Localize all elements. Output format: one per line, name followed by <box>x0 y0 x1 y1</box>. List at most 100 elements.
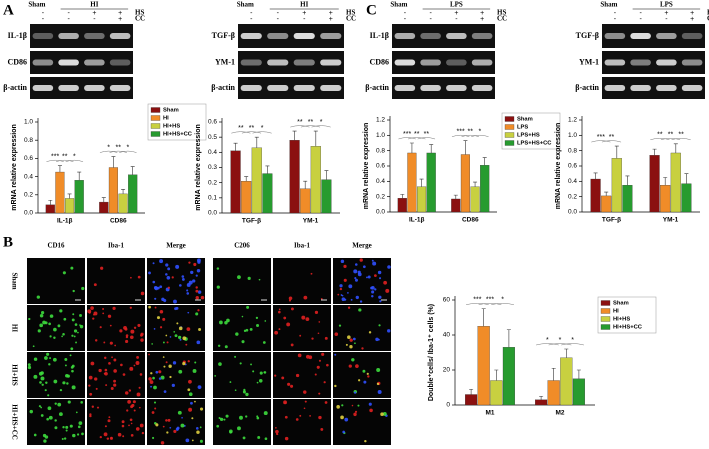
cell <box>196 430 200 434</box>
legend-label: Sham <box>163 108 179 114</box>
error-bar <box>429 144 434 153</box>
cell <box>154 297 157 300</box>
y-tick-label: 0.8 <box>24 137 33 144</box>
significance-bracket <box>109 150 127 153</box>
cell <box>152 436 155 440</box>
cell <box>352 337 356 341</box>
cell <box>367 375 370 378</box>
cell <box>223 418 226 421</box>
gel-treatment-name: HS <box>707 9 709 17</box>
gel-band <box>109 59 131 66</box>
significance-bracket <box>535 343 559 346</box>
legend-label: HI <box>613 309 619 315</box>
cell <box>186 327 191 332</box>
legend-label: HI+HS <box>163 124 180 130</box>
gel-treatment-mark: - <box>639 10 642 17</box>
significance-bracket <box>56 159 74 162</box>
significance-stars: ** <box>668 132 674 139</box>
cell <box>345 343 348 346</box>
gel-band-label: YM-1 <box>579 57 599 66</box>
cell <box>53 379 58 384</box>
error-bar <box>292 130 297 141</box>
y-tick-label: 1.2 <box>568 117 577 124</box>
cell <box>81 432 84 436</box>
bar <box>262 173 273 214</box>
cell <box>376 368 381 373</box>
cell <box>175 264 180 269</box>
cell <box>301 315 306 320</box>
y-tick-label: 0.2 <box>568 193 577 200</box>
cell <box>197 385 202 390</box>
cell <box>126 409 129 412</box>
cell <box>219 417 224 422</box>
gel-band-label: IL-1β <box>8 31 27 40</box>
cell <box>310 272 313 275</box>
bar <box>241 180 252 214</box>
significance-bracket <box>300 125 321 128</box>
cell <box>159 309 164 314</box>
cell <box>175 306 179 310</box>
cell <box>326 363 329 367</box>
y-tick-label: 40 <box>443 332 451 339</box>
gel-treatment-mark: - <box>303 16 306 23</box>
gel-strip <box>602 77 705 99</box>
gel-treatment-name: HS <box>497 9 506 17</box>
cell <box>370 286 373 290</box>
cell <box>119 329 123 333</box>
cell <box>48 363 51 366</box>
y-tick-label: 0.0 <box>376 209 385 216</box>
gel-band <box>394 33 416 39</box>
gel-band <box>630 59 651 66</box>
gel-treatment-mark: - <box>639 16 642 23</box>
gel-band <box>656 85 677 91</box>
bar <box>490 380 503 406</box>
significance-stars: ** <box>238 125 244 132</box>
cell <box>196 268 201 273</box>
cell <box>228 429 233 434</box>
cell <box>355 364 359 368</box>
bar <box>300 188 311 214</box>
cell <box>358 379 361 382</box>
y-tick-label: 0.6 <box>376 163 385 170</box>
gel-strip <box>602 51 705 74</box>
gel-band <box>681 59 703 66</box>
gel-treatment-mark: - <box>429 16 432 23</box>
gel-band <box>394 59 416 66</box>
cell <box>125 334 129 337</box>
cell <box>79 324 81 326</box>
micrograph-column-label: CD16 <box>47 242 65 250</box>
gel-band-label: IL-1β <box>370 31 389 40</box>
cell <box>152 376 155 380</box>
cell <box>182 336 187 341</box>
gel-strip <box>238 51 344 74</box>
cell <box>304 400 307 403</box>
significance-bracket <box>548 343 572 346</box>
cell <box>28 317 31 321</box>
y-axis-label: mRNA relative expression <box>11 124 18 211</box>
error-bar <box>604 191 609 196</box>
micrograph <box>213 352 271 398</box>
cell <box>136 356 140 359</box>
cell <box>61 438 64 441</box>
cell <box>154 407 157 410</box>
cell <box>239 362 242 365</box>
cell <box>349 345 353 349</box>
gel-band-label: CD86 <box>7 57 27 66</box>
cell <box>336 405 340 409</box>
cell <box>324 336 328 340</box>
cell <box>237 426 241 431</box>
x-tick-label: M2 <box>555 410 564 417</box>
cell <box>152 262 155 265</box>
cell <box>137 323 141 327</box>
y-tick-label: 1.0 <box>376 132 385 139</box>
significance-stars: ** <box>116 144 122 151</box>
cell <box>340 415 344 420</box>
cell <box>156 316 160 320</box>
gel-treatment-mark: - <box>404 16 407 23</box>
gel-band-label: CD86 <box>369 57 389 66</box>
cell <box>362 369 366 373</box>
significance-stars: *** <box>457 129 465 136</box>
cell <box>195 427 199 430</box>
x-tick-label: IL-1β <box>57 218 73 225</box>
